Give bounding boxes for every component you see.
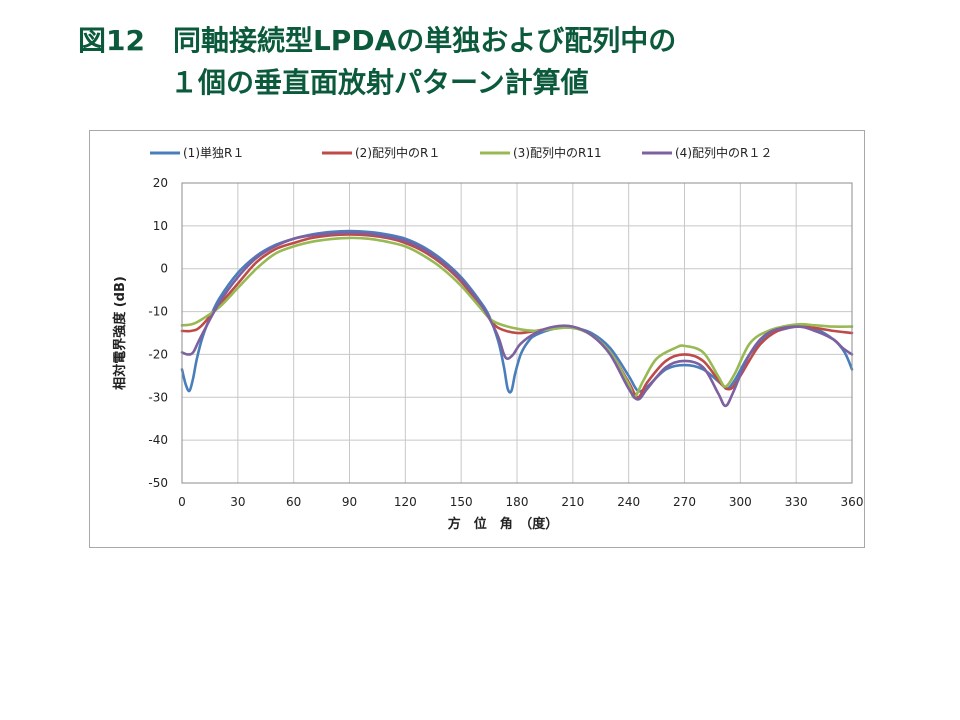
x-tick-label: 150 [450,495,473,509]
y-tick-label: -50 [148,476,168,490]
y-tick-label: -20 [148,347,168,361]
x-tick-label: 240 [617,495,640,509]
legend-label-2: (2)配列中のR１ [355,145,440,160]
legend-label-3: (3)配列中のR11 [513,145,602,160]
chart-frame: 20 10 0 -10 -20 -30 -40 -50 0 30 60 90 120 150 180 210 2… [89,130,865,548]
y-tick-label: 0 [160,262,168,276]
y-tick-label: -10 [148,305,168,319]
x-tick-label: 0 [178,495,186,509]
slide-title: 図12 同軸接続型LPDAの単独および配列中の １個の垂直面放射パターン計算値 [78,20,676,104]
x-tick-label: 210 [561,495,584,509]
y-tick-label: -30 [148,390,168,404]
x-tick-label: 60 [286,495,301,509]
x-tick-label: 300 [729,495,752,509]
grid [182,183,852,483]
x-tick-label: 90 [342,495,357,509]
y-axis-title: 相対電界強度 (dB) [112,276,128,390]
series-line-3 [180,236,854,399]
legend-label-4: (4)配列中のR１２ [675,145,772,160]
legend: (1)単独R１ (2)配列中のR１ (3)配列中のR11 (4)配列中のR１２ [150,145,772,160]
x-tick-label: 360 [841,495,864,509]
series-line-4 [180,231,854,408]
y-tick-label: 20 [153,176,168,190]
plot-area-border [181,182,853,484]
slide-title-line2: １個の垂直面放射パターン計算値 [170,66,589,99]
x-tick-label: 120 [394,495,417,509]
axes: 20 10 0 -10 -20 -30 -40 -50 0 30 60 90 120 150 180 210 2… [112,176,863,532]
x-tick-label: 330 [785,495,808,509]
series-lines [180,229,854,408]
radiation-pattern-chart: 20 10 0 -10 -20 -30 -40 -50 0 30 60 90 120 150 180 210 2… [112,145,863,532]
legend-label-1: (1)単独R１ [183,146,244,160]
slide-title-line1: 図12 同軸接続型LPDAの単独および配列中の [78,24,677,57]
series-line-2 [180,233,854,399]
x-tick-label: 270 [673,495,696,509]
y-tick-label: -40 [148,433,168,447]
x-tick-label: 30 [230,495,245,509]
x-axis-title: 方 位 角 （度） [448,516,559,532]
y-tick-label: 10 [153,219,168,233]
x-tick-label: 180 [506,495,529,509]
